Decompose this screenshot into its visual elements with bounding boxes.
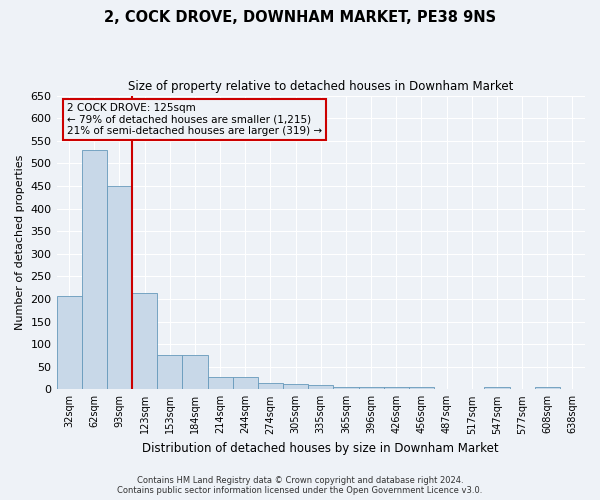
Bar <box>484 387 509 390</box>
Text: Contains HM Land Registry data © Crown copyright and database right 2024.
Contai: Contains HM Land Registry data © Crown c… <box>118 476 482 495</box>
Bar <box>56 296 82 390</box>
Bar <box>535 387 560 390</box>
Bar <box>82 150 107 390</box>
X-axis label: Distribution of detached houses by size in Downham Market: Distribution of detached houses by size … <box>142 442 499 455</box>
Title: Size of property relative to detached houses in Downham Market: Size of property relative to detached ho… <box>128 80 514 93</box>
Text: 2 COCK DROVE: 125sqm
← 79% of detached houses are smaller (1,215)
21% of semi-de: 2 COCK DROVE: 125sqm ← 79% of detached h… <box>67 103 322 136</box>
Bar <box>182 355 208 390</box>
Bar <box>233 377 258 390</box>
Bar <box>132 293 157 390</box>
Bar <box>359 387 383 390</box>
Y-axis label: Number of detached properties: Number of detached properties <box>15 154 25 330</box>
Bar <box>258 382 283 390</box>
Bar <box>308 385 334 390</box>
Bar <box>157 355 182 390</box>
Bar <box>107 186 132 390</box>
Bar <box>283 384 308 390</box>
Bar <box>208 377 233 390</box>
Bar <box>409 387 434 390</box>
Bar <box>334 387 359 390</box>
Text: 2, COCK DROVE, DOWNHAM MARKET, PE38 9NS: 2, COCK DROVE, DOWNHAM MARKET, PE38 9NS <box>104 10 496 25</box>
Bar <box>383 387 409 390</box>
